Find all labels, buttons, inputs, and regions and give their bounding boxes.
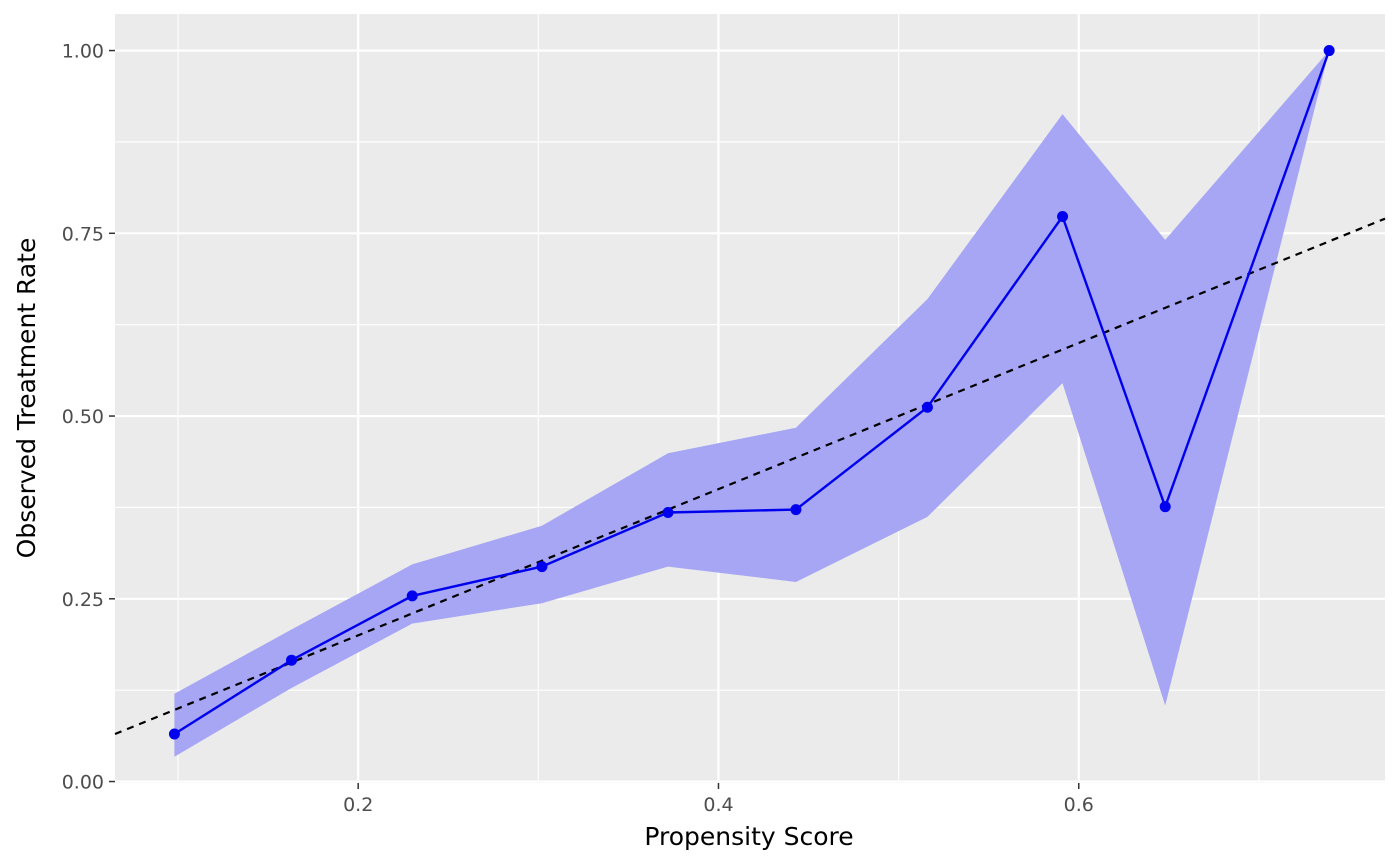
y-tick-label: 0.75 <box>62 223 104 245</box>
y-axis-title: Observed Treatment Rate <box>12 238 41 559</box>
y-tick-label: 0.00 <box>62 772 104 794</box>
data-point <box>1159 501 1171 513</box>
x-tick-label: 0.6 <box>1064 794 1094 816</box>
data-point <box>921 401 933 413</box>
data-point <box>536 561 548 573</box>
x-tick-label: 0.4 <box>703 794 733 816</box>
data-point <box>662 507 674 519</box>
data-points <box>168 45 1335 740</box>
y-tick-label: 1.00 <box>62 41 104 63</box>
data-point <box>286 654 298 666</box>
plot-area <box>114 45 1386 757</box>
y-axis: 0.00 0.25 0.50 0.75 1.00 <box>62 41 115 794</box>
data-point <box>1057 210 1069 222</box>
y-tick-label: 0.25 <box>62 589 104 611</box>
y-tick-label: 0.50 <box>62 406 104 428</box>
x-axis: 0.2 0.4 0.6 <box>343 783 1094 816</box>
x-axis-title: Propensity Score <box>644 822 853 851</box>
x-tick-label: 0.2 <box>343 794 373 816</box>
confidence-ribbon <box>174 50 1330 757</box>
data-point <box>1323 45 1335 57</box>
observed-rate-line <box>173 50 1331 736</box>
data-point <box>790 504 802 516</box>
data-point <box>406 590 418 602</box>
data-point <box>168 728 180 740</box>
